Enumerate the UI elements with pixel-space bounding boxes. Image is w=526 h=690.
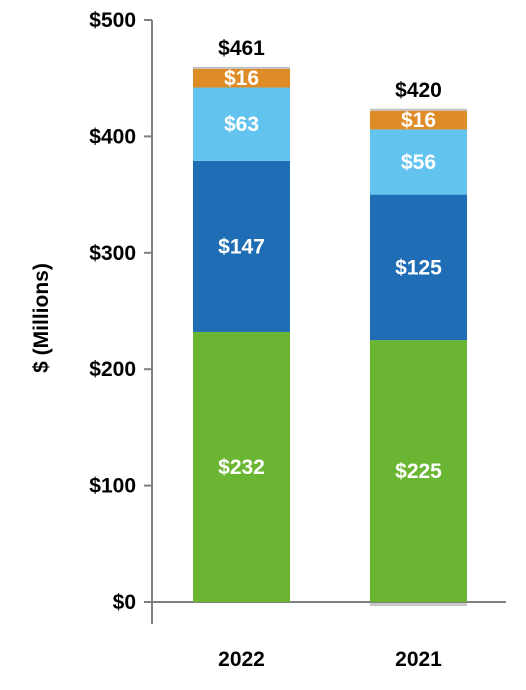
- bar-segment: [193, 87, 290, 161]
- segment-data-label: $16: [401, 109, 436, 132]
- segment-data-label: $125: [395, 256, 442, 279]
- y-tick-label: $500: [89, 9, 136, 32]
- total-data-label: $420: [395, 79, 442, 102]
- segment-data-label: $56: [401, 151, 436, 174]
- x-tick-label: 2021: [395, 648, 442, 671]
- y-tick-label: $0: [113, 591, 136, 614]
- bar-segment: [370, 340, 467, 602]
- bars: [193, 66, 467, 606]
- baseline-strip: [370, 603, 467, 606]
- y-tick-label: $300: [89, 242, 136, 265]
- bar-segment: [193, 160, 290, 332]
- bar-segment: [193, 68, 290, 88]
- segment-data-label: $225: [395, 460, 442, 483]
- x-tick-label: 2022: [218, 648, 265, 671]
- segment-data-label: $147: [218, 235, 265, 258]
- bar-segment: [370, 129, 467, 195]
- y-tick-label: $400: [89, 125, 136, 148]
- segment-data-label: $63: [224, 113, 259, 136]
- y-tick-label: $100: [89, 475, 136, 498]
- data-labels: $232 $147 $63 $16 $461 $225 $125 $56 $16 $420: [218, 37, 442, 483]
- bar-segment: [370, 194, 467, 341]
- segment-data-label: $16: [224, 67, 259, 90]
- total-data-label: $461: [218, 37, 265, 60]
- bar-top-cap: [370, 108, 467, 111]
- segment-data-label: $232: [218, 456, 265, 479]
- bar-segment: [370, 110, 467, 130]
- bar-segment: [193, 331, 290, 602]
- bar-top-cap: [193, 66, 290, 69]
- y-axis-title: $ (Millions): [30, 263, 53, 373]
- y-tick-label: $200: [89, 358, 136, 381]
